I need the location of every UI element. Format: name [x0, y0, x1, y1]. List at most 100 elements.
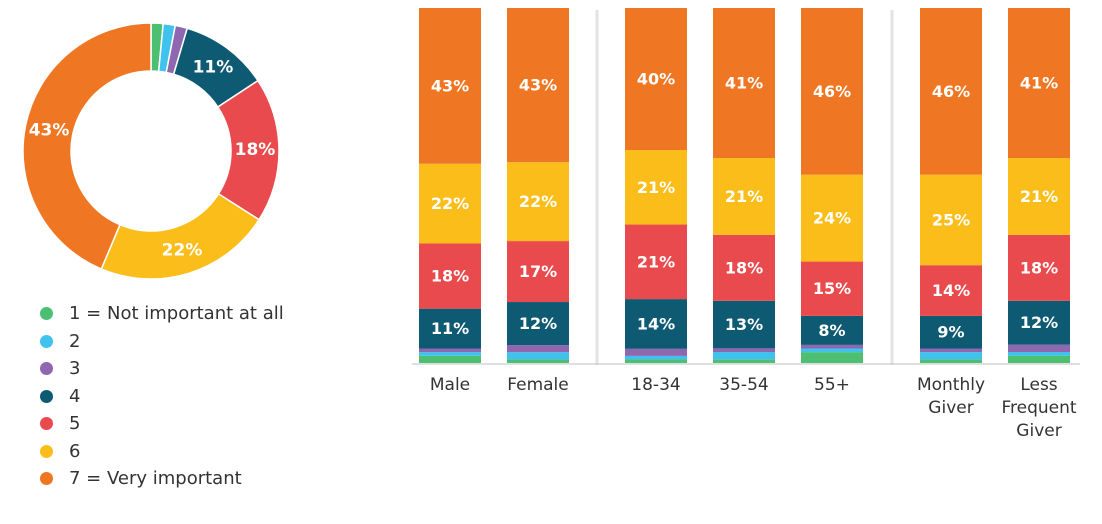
legend-item: 5 [40, 410, 284, 438]
bar-segment [507, 352, 569, 360]
bar-value-label: 9% [937, 323, 964, 342]
bar-segment [1008, 344, 1070, 353]
bar-segment [1008, 234, 1070, 301]
legend-swatch [40, 362, 53, 376]
bar-segment [507, 359, 569, 363]
legend-item: 6 [40, 438, 284, 466]
bar-segment [625, 348, 687, 356]
bar-value-label: 18% [725, 258, 763, 277]
bar-segment [801, 344, 863, 349]
bar-segment [1008, 355, 1070, 363]
legend-item: 7 = Very important [40, 465, 284, 493]
category-label: 55+ [814, 375, 850, 395]
legend-label: 7 = Very important [69, 468, 242, 490]
donut-slice-label: 11% [193, 57, 234, 77]
bar-value-label: 43% [519, 76, 557, 95]
bar-value-label: 25% [932, 210, 970, 229]
legend-item: 4 [40, 383, 284, 411]
bar-value-label: 40% [637, 70, 675, 89]
bar-segment [1008, 352, 1070, 356]
bar-segment [920, 174, 982, 266]
bar-value-label: 12% [519, 314, 557, 333]
legend-swatch [40, 307, 53, 321]
category-label: 18-34 [631, 375, 680, 395]
bar-value-label: 13% [725, 315, 763, 334]
bar-value-label: 41% [1020, 74, 1058, 93]
category-label: Monthly [917, 375, 985, 395]
bar-segment [801, 174, 863, 262]
legend-swatch [40, 417, 53, 431]
legend-item: 1 = Not important at all [40, 300, 284, 328]
bar-value-label: 18% [1020, 258, 1058, 277]
bar-value-label: 46% [932, 82, 970, 101]
bar-segment [1008, 300, 1070, 345]
bar-value-label: 14% [637, 314, 675, 333]
legend-swatch [40, 389, 53, 403]
bar-segment [419, 163, 481, 244]
bar-segment [920, 8, 982, 175]
bar-segment [920, 265, 982, 316]
bar-segment [625, 150, 687, 225]
bar-value-label: 46% [813, 82, 851, 101]
legend-label: 2 [69, 330, 81, 352]
legend-label: 4 [69, 385, 81, 407]
category-label: Giver [928, 398, 973, 418]
legend-item: 3 [40, 355, 284, 383]
legend-label: 1 = Not important at all [69, 303, 284, 325]
bar-segment [507, 8, 569, 163]
bar-segment [507, 345, 569, 353]
bar-segment [920, 359, 982, 363]
bar-value-label: 11% [431, 319, 469, 338]
bar-value-label: 21% [1020, 187, 1058, 206]
bar-segment [801, 8, 863, 175]
legend-swatch [40, 334, 53, 348]
bar-value-label: 18% [431, 267, 469, 286]
donut-slice-label: 43% [29, 120, 70, 140]
legend-label: 6 [69, 440, 81, 462]
bar-segment [419, 352, 481, 356]
bar-segment [1008, 158, 1070, 235]
bar-segment [801, 348, 863, 353]
legend-swatch [40, 472, 53, 486]
bar-value-label: 17% [519, 262, 557, 281]
bar-segment [419, 8, 481, 164]
bar-value-label: 22% [431, 194, 469, 213]
bar-value-label: 24% [813, 209, 851, 228]
bar-segment [507, 302, 569, 346]
donut-slice-label: 22% [162, 240, 203, 260]
bar-segment [507, 162, 569, 242]
bar-value-label: 21% [725, 187, 763, 206]
bar-segment [920, 348, 982, 353]
legend-item: 2 [40, 328, 284, 356]
bar-segment [920, 352, 982, 360]
bar-segment [801, 315, 863, 345]
bar-segment [419, 355, 481, 363]
bar-value-label: 15% [813, 279, 851, 298]
legend: 1 = Not important at all 2 3 4 5 6 7 = V… [40, 300, 284, 493]
bar-segment [713, 348, 775, 353]
bar-value-label: 14% [932, 281, 970, 300]
bar-segment [419, 243, 481, 309]
donut-chart: 11% 18% 22% 43% [22, 22, 280, 280]
bar-value-label: 21% [637, 252, 675, 271]
bar-segment [419, 348, 481, 353]
bar-value-label: 41% [725, 74, 763, 93]
bar-value-label: 8% [818, 321, 845, 340]
bar-value-label: 12% [1020, 313, 1058, 332]
bar-segment [713, 359, 775, 363]
category-label: Giver [1016, 421, 1061, 441]
bar-segment [419, 308, 481, 349]
legend-swatch [40, 444, 53, 458]
category-label: Male [430, 375, 470, 395]
bar-segment [713, 8, 775, 159]
donut-slice-label: 18% [235, 140, 276, 160]
bar-segment [625, 299, 687, 349]
bar-value-label: 43% [431, 76, 469, 95]
category-label: Frequent [1001, 398, 1076, 418]
bar-segment [1008, 8, 1070, 159]
bar-segment [801, 261, 863, 316]
bar-value-label: 21% [637, 178, 675, 197]
legend-label: 3 [69, 358, 81, 380]
bar-segment [625, 359, 687, 363]
